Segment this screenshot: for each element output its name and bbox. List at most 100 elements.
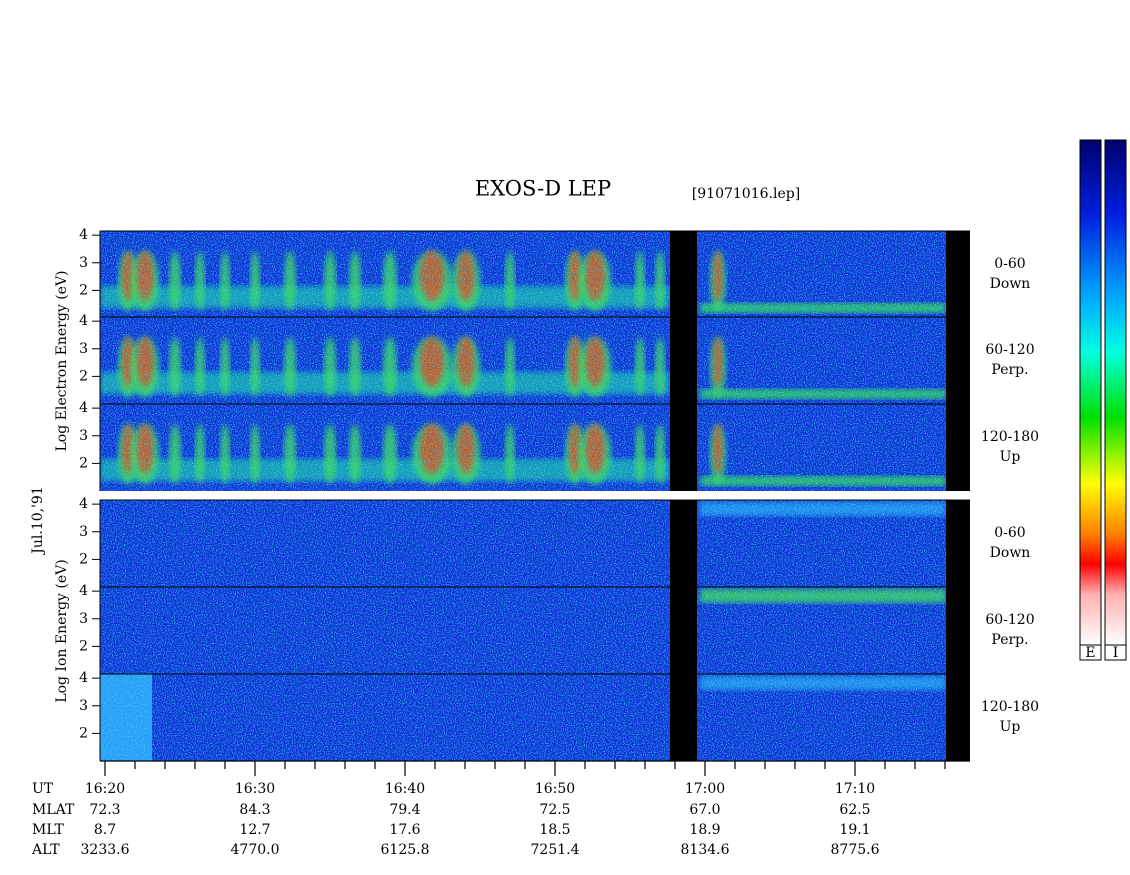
row-value: 4770.0 [231, 842, 280, 858]
colorbar-label: E [1085, 645, 1095, 661]
colorbar-i [1104, 139, 1127, 646]
y-tick-label: 4 [79, 400, 88, 416]
data-gap [946, 231, 970, 318]
row-value: 18.5 [539, 822, 570, 838]
colorbars: E I [1079, 139, 1127, 661]
colorbar-label: I [1113, 645, 1119, 661]
speckle [100, 587, 946, 674]
row-value: 72.5 [539, 802, 570, 818]
y-tick-label: 4 [79, 227, 88, 243]
panel-image [100, 404, 946, 491]
y-tick-label: 3 [79, 611, 88, 627]
speckle [100, 674, 946, 761]
speckle [100, 231, 946, 318]
data-gap [946, 500, 970, 587]
pitch-range: 120-180 [981, 699, 1039, 715]
row-value: 17:00 [685, 781, 725, 797]
y-tick-label: 2 [79, 368, 88, 384]
panel-image [100, 231, 946, 318]
colorbar-e-box [1079, 644, 1102, 661]
colorbar-e [1079, 139, 1102, 646]
row-value: 17:10 [835, 781, 875, 797]
y-tick-label: 2 [79, 638, 88, 654]
y-tick-label: 3 [79, 698, 88, 714]
panel: 2 3 4 60-120 Perp. [79, 313, 1035, 404]
row-value: 67.0 [689, 802, 720, 818]
data-gap [670, 500, 697, 587]
row-value: 8775.6 [831, 842, 880, 858]
data-gap [670, 587, 697, 674]
row-value: 16:20 [85, 781, 125, 797]
data-gap [670, 404, 697, 491]
y-tick-label: 3 [79, 341, 88, 357]
data-gap [670, 674, 697, 761]
y-tick-label: 2 [79, 551, 88, 567]
y-tick-label: 4 [79, 496, 88, 512]
row-value: 62.5 [839, 802, 870, 818]
panel: 2 3 4 60-120 Perp. [79, 583, 1035, 674]
pitch-range: 60-120 [985, 612, 1034, 628]
panel: 2 3 4 120-180 Up [79, 670, 1039, 761]
pitch-direction: Up [1000, 449, 1021, 465]
row-value: 8134.6 [681, 842, 730, 858]
y-tick-label: 4 [79, 670, 88, 686]
row-label: MLAT [32, 802, 75, 818]
pitch-direction: Down [990, 545, 1031, 561]
pitch-direction: Perp. [991, 632, 1028, 648]
pitch-direction: Down [990, 276, 1031, 292]
y-tick-label: 2 [79, 725, 88, 741]
panel: 2 3 4 0-60 Down [79, 227, 1030, 318]
panel: 2 3 4 120-180 Up [79, 400, 1039, 491]
electron-axis-label: Log Electron Energy (eV) [54, 270, 70, 451]
y-tick-label: 4 [79, 583, 88, 599]
row-value: 16:40 [385, 781, 425, 797]
title: EXOS-D LEP [475, 177, 611, 201]
row-value: 79.4 [389, 802, 420, 818]
data-gap [670, 317, 697, 404]
panel: 2 3 4 0-60 Down [79, 496, 1030, 587]
pitch-range: 0-60 [994, 525, 1025, 541]
row-value: 18.9 [689, 822, 720, 838]
pitch-direction: Up [1000, 719, 1021, 735]
row-value: 16:50 [535, 781, 575, 797]
row-value: 8.7 [94, 822, 116, 838]
row-value: 72.3 [89, 802, 120, 818]
y-tick-label: 3 [79, 524, 88, 540]
panel-image [100, 317, 946, 404]
row-value: 19.1 [839, 822, 870, 838]
pitch-range: 0-60 [994, 256, 1025, 272]
pitch-direction: Perp. [991, 362, 1028, 378]
row-value: 16:30 [235, 781, 275, 797]
spectrogram-panels: 2 3 4 0-60 Down 2 3 4 60-120 Perp. 2 3 4 120-180 Up 2 3 4… [79, 227, 1039, 761]
y-tick-label: 2 [79, 282, 88, 298]
data-gap [946, 404, 970, 491]
data-gap [946, 317, 970, 404]
time-axis: UT 16:20 16:30 16:40 16:50 17:00 17:10 MLAT 72.3… [31, 760, 970, 858]
data-gap [946, 674, 970, 761]
colorbar-i-box [1104, 644, 1127, 661]
row-label: UT [32, 781, 54, 797]
row-value: 7251.4 [531, 842, 580, 858]
panel-image [100, 674, 946, 761]
y-tick-label: 2 [79, 455, 88, 471]
ion-axis-label: Log Ion Energy (eV) [54, 559, 70, 702]
pitch-range: 120-180 [981, 429, 1039, 445]
pitch-range: 60-120 [985, 342, 1034, 358]
data-gap [946, 587, 970, 674]
speckle [100, 500, 946, 587]
panel-image [100, 587, 946, 674]
speckle [100, 317, 946, 404]
filename: [91071016.lep] [692, 186, 800, 202]
row-value: 12.7 [239, 822, 270, 838]
row-value: 6125.8 [381, 842, 430, 858]
data-gap [670, 231, 697, 318]
row-label: ALT [31, 842, 60, 858]
row-label: MLT [32, 822, 64, 838]
row-value: 84.3 [239, 802, 270, 818]
y-tick-label: 3 [79, 428, 88, 444]
y-tick-label: 3 [79, 255, 88, 271]
panel-image [100, 500, 946, 587]
y-tick-label: 4 [79, 313, 88, 329]
date-label: Jul.10,'91 [30, 486, 46, 555]
